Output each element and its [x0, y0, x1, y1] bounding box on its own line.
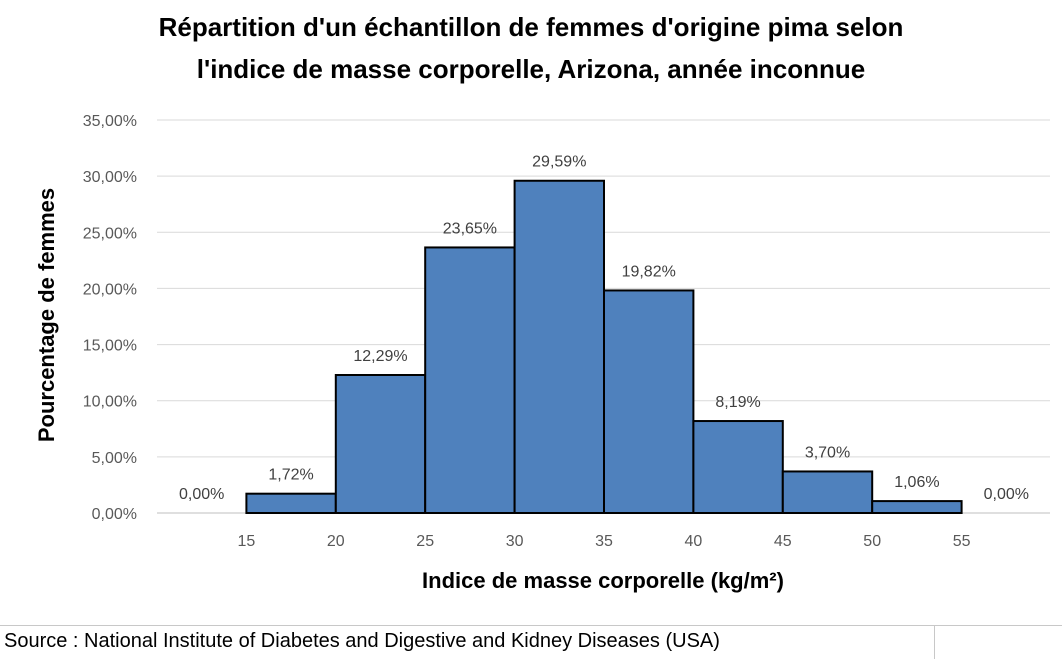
- x-tick-label: 20: [327, 533, 345, 550]
- y-tick-label: 10,00%: [83, 394, 137, 411]
- bars: [245, 179, 963, 515]
- data-label: 1,06%: [894, 474, 939, 491]
- x-tick-label: 45: [774, 533, 792, 550]
- histogram-bar: [334, 374, 427, 514]
- source-footer: Source : National Institute of Diabetes …: [0, 625, 1062, 659]
- data-label: 23,65%: [443, 220, 497, 237]
- x-axis-title: Indice de masse corporelle (kg/m²): [422, 568, 784, 593]
- y-tick-label: 20,00%: [83, 281, 137, 298]
- x-tick-label: 40: [685, 533, 703, 550]
- chart-title-line-1: Répartition d'un échantillon de femmes d…: [158, 12, 904, 42]
- x-tick-labels: 15 20 25 30 35 40 45 50 55: [238, 533, 971, 550]
- footer-divider: [934, 626, 935, 659]
- x-tick-label: 30: [506, 533, 524, 550]
- y-axis-title: Pourcentage de femmes: [34, 188, 59, 442]
- histogram-bar: [513, 179, 605, 514]
- data-labels: 0,00% 1,72% 12,29% 23,65% 29,59% 19,82% 8,19% 3…: [179, 154, 1029, 503]
- chart-title-line-2: l'indice de masse corporelle, Arizona, a…: [196, 54, 866, 84]
- data-label: 0,00%: [179, 486, 224, 503]
- data-label: 8,19%: [715, 394, 760, 411]
- x-tick-label: 15: [238, 533, 256, 550]
- x-tick-label: 25: [416, 533, 434, 550]
- data-label: 0,00%: [984, 486, 1029, 503]
- histogram-bar: [424, 246, 516, 515]
- data-label: 29,59%: [532, 154, 586, 171]
- histogram-bar: [871, 500, 963, 515]
- histogram-plot: 0,00% 1,72% 12,29% 23,65% 29,59% 19,82% 8,19% 3…: [34, 113, 1050, 593]
- y-tick-label: 30,00%: [83, 169, 137, 186]
- y-tick-label: 35,00%: [83, 113, 137, 130]
- source-text: Source : National Institute of Diabetes …: [4, 630, 720, 652]
- x-tick-label: 35: [595, 533, 613, 550]
- histogram-bar: [245, 492, 337, 515]
- x-tick-label: 50: [863, 533, 881, 550]
- histogram-bar: [692, 420, 784, 514]
- y-tick-labels: 0,00% 5,00% 10,00% 15,00% 20,00% 25,00% 30,00%…: [83, 113, 137, 523]
- data-label: 12,29%: [353, 348, 407, 365]
- y-tick-label: 0,00%: [92, 506, 137, 523]
- data-label: 3,70%: [805, 444, 850, 461]
- y-tick-label: 25,00%: [83, 225, 137, 242]
- y-tick-label: 5,00%: [92, 450, 137, 467]
- y-tick-label: 15,00%: [83, 338, 137, 355]
- data-label: 1,72%: [268, 467, 313, 484]
- chart-area: Répartition d'un échantillon de femmes d…: [34, 12, 1050, 593]
- data-label: 19,82%: [622, 263, 676, 280]
- histogram-bar: [603, 289, 695, 514]
- x-tick-label: 55: [953, 533, 971, 550]
- histogram-bar: [781, 470, 874, 514]
